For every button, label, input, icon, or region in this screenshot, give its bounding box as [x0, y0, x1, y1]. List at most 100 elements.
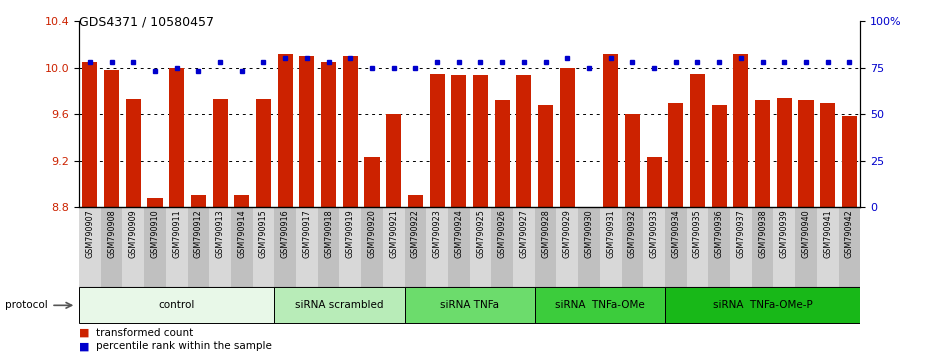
Text: GSM790941: GSM790941 — [823, 210, 832, 258]
Text: GSM790914: GSM790914 — [237, 210, 246, 258]
Bar — [365, 157, 379, 207]
Bar — [798, 100, 814, 207]
Bar — [126, 99, 140, 207]
Bar — [147, 198, 163, 207]
Text: GSM790932: GSM790932 — [628, 210, 637, 258]
Bar — [82, 62, 98, 207]
Bar — [795, 207, 817, 287]
Text: percentile rank within the sample: percentile rank within the sample — [96, 341, 272, 351]
Bar — [535, 207, 556, 287]
Bar — [321, 62, 336, 207]
Bar — [169, 68, 184, 207]
Text: transformed count: transformed count — [96, 328, 193, 338]
Bar — [79, 287, 274, 323]
Text: GSM790923: GSM790923 — [432, 210, 442, 258]
Bar — [253, 207, 274, 287]
Bar — [491, 207, 513, 287]
Text: GSM790916: GSM790916 — [281, 210, 290, 258]
Bar — [556, 207, 578, 287]
Text: GSM790935: GSM790935 — [693, 210, 702, 258]
Bar — [274, 207, 296, 287]
Text: GSM790908: GSM790908 — [107, 210, 116, 258]
Bar — [751, 207, 774, 287]
Bar — [166, 207, 188, 287]
Bar — [231, 207, 253, 287]
Bar — [79, 207, 100, 287]
Bar — [430, 74, 445, 207]
Bar — [426, 207, 448, 287]
Bar — [277, 54, 293, 207]
Bar — [209, 207, 231, 287]
Text: GSM790910: GSM790910 — [151, 210, 160, 258]
Bar — [733, 54, 749, 207]
Text: GSM790933: GSM790933 — [649, 210, 658, 258]
Bar — [318, 207, 339, 287]
Text: GSM790922: GSM790922 — [411, 210, 420, 258]
Text: siRNA scrambled: siRNA scrambled — [295, 300, 384, 310]
Bar — [690, 74, 705, 207]
Bar — [274, 287, 405, 323]
Bar — [299, 56, 314, 207]
Text: GSM790915: GSM790915 — [259, 210, 268, 258]
Text: GDS4371 / 10580457: GDS4371 / 10580457 — [79, 16, 214, 29]
Text: siRNA  TNFa-OMe: siRNA TNFa-OMe — [555, 300, 644, 310]
Bar — [730, 207, 751, 287]
Bar — [621, 207, 644, 287]
Bar — [777, 98, 791, 207]
Bar — [709, 207, 730, 287]
Bar — [296, 207, 318, 287]
Text: control: control — [158, 300, 195, 310]
Bar — [470, 207, 491, 287]
Bar — [711, 105, 726, 207]
Text: GSM790920: GSM790920 — [367, 210, 377, 258]
Bar — [578, 207, 600, 287]
Text: GSM790909: GSM790909 — [128, 210, 138, 258]
Text: GSM790919: GSM790919 — [346, 210, 355, 258]
Bar — [820, 103, 835, 207]
Bar — [104, 70, 119, 207]
Bar — [560, 68, 575, 207]
Bar — [342, 56, 358, 207]
Bar — [516, 75, 531, 207]
Bar — [234, 195, 249, 207]
Text: GSM790931: GSM790931 — [606, 210, 616, 258]
Text: GSM790928: GSM790928 — [541, 210, 551, 258]
Text: GSM790940: GSM790940 — [802, 210, 811, 258]
Text: GSM790937: GSM790937 — [737, 210, 746, 258]
Text: GSM790926: GSM790926 — [498, 210, 507, 258]
Bar — [644, 207, 665, 287]
Bar — [817, 207, 839, 287]
Bar — [625, 114, 640, 207]
Bar — [668, 103, 684, 207]
Bar — [686, 207, 709, 287]
Bar — [472, 75, 488, 207]
Bar — [646, 157, 661, 207]
Bar — [755, 100, 770, 207]
Bar — [256, 99, 271, 207]
Text: ■: ■ — [79, 341, 89, 351]
Bar — [600, 207, 621, 287]
Bar — [405, 207, 426, 287]
Bar — [448, 207, 470, 287]
Text: GSM790921: GSM790921 — [389, 210, 398, 258]
Bar — [495, 100, 510, 207]
Text: GSM790924: GSM790924 — [454, 210, 463, 258]
Bar — [144, 207, 166, 287]
Bar — [188, 207, 209, 287]
Bar — [535, 287, 665, 323]
Text: GSM790925: GSM790925 — [476, 210, 485, 258]
Bar — [665, 287, 860, 323]
Bar — [212, 99, 228, 207]
Bar — [603, 54, 618, 207]
Text: GSM790918: GSM790918 — [324, 210, 333, 258]
Bar — [339, 207, 361, 287]
Text: GSM790912: GSM790912 — [193, 210, 203, 258]
Bar — [451, 75, 466, 207]
Bar — [100, 207, 123, 287]
Text: GSM790936: GSM790936 — [714, 210, 724, 258]
Text: GSM790930: GSM790930 — [584, 210, 593, 258]
Bar — [123, 207, 144, 287]
Text: GSM790929: GSM790929 — [563, 210, 572, 258]
Bar — [191, 195, 206, 207]
Text: GSM790927: GSM790927 — [519, 210, 528, 258]
